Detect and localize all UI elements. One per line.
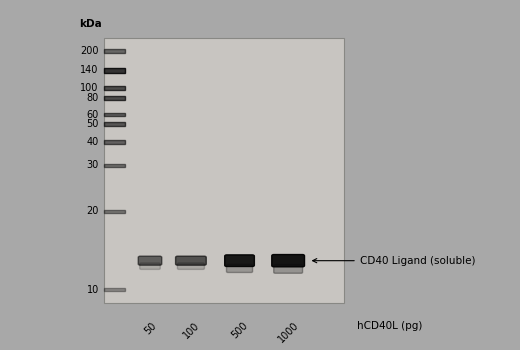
FancyBboxPatch shape — [274, 265, 303, 273]
Text: 30: 30 — [86, 161, 99, 170]
FancyBboxPatch shape — [104, 68, 125, 73]
FancyBboxPatch shape — [138, 256, 162, 265]
Text: 50: 50 — [86, 119, 99, 129]
FancyBboxPatch shape — [104, 288, 125, 291]
Text: 500: 500 — [229, 320, 250, 341]
Text: hCD40L (pg): hCD40L (pg) — [357, 321, 423, 331]
FancyBboxPatch shape — [227, 264, 253, 273]
Text: 100: 100 — [181, 320, 201, 341]
FancyBboxPatch shape — [104, 122, 125, 126]
Text: 1000: 1000 — [276, 320, 301, 345]
FancyBboxPatch shape — [176, 256, 206, 265]
FancyBboxPatch shape — [104, 49, 125, 53]
FancyBboxPatch shape — [177, 263, 204, 270]
FancyBboxPatch shape — [104, 96, 125, 100]
Text: 140: 140 — [81, 65, 99, 75]
Text: 50: 50 — [142, 320, 158, 336]
Text: 80: 80 — [86, 93, 99, 103]
FancyBboxPatch shape — [104, 164, 125, 167]
FancyBboxPatch shape — [140, 263, 160, 270]
FancyBboxPatch shape — [104, 140, 125, 144]
Text: 40: 40 — [86, 137, 99, 147]
Text: 100: 100 — [81, 83, 99, 93]
FancyBboxPatch shape — [104, 210, 125, 213]
Text: 20: 20 — [86, 206, 99, 216]
Text: CD40 Ligand (soluble): CD40 Ligand (soluble) — [313, 256, 475, 266]
FancyBboxPatch shape — [225, 255, 254, 266]
Text: kDa: kDa — [79, 19, 101, 29]
FancyBboxPatch shape — [272, 254, 305, 267]
Text: 200: 200 — [80, 46, 99, 56]
FancyBboxPatch shape — [104, 113, 125, 116]
Text: 60: 60 — [86, 110, 99, 119]
Text: 10: 10 — [86, 285, 99, 295]
FancyBboxPatch shape — [104, 38, 344, 303]
FancyBboxPatch shape — [104, 86, 125, 90]
